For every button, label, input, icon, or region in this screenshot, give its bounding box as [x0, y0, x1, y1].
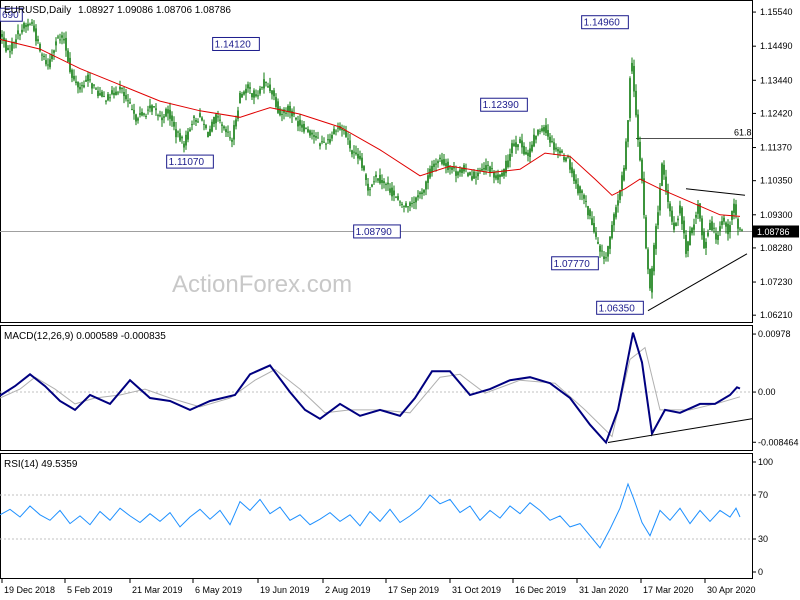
- swing-label-box: [480, 97, 528, 112]
- fib-618-label: 61.8: [734, 127, 752, 137]
- date-axis-label: 6 May 2019: [195, 585, 242, 595]
- date-axis-label: 31 Oct 2019: [452, 585, 501, 595]
- swing-label: 1.14120: [215, 39, 252, 50]
- price-axis-label: 1.13440: [760, 75, 793, 85]
- date-axis-label: 5 Feb 2019: [67, 585, 113, 595]
- swing-label: 1.14960: [584, 18, 621, 29]
- swing-label: 1.07770: [554, 259, 591, 270]
- price-axis-label: 1.11370: [760, 143, 792, 153]
- rsi-axis-label: 70: [758, 490, 768, 500]
- axis-layer: 1.15540 1.14490 1.13440 1.12420 1.11370 1.103…: [1, 7, 799, 595]
- rsi-line: [0, 482, 741, 549]
- swing-label-box: [596, 300, 644, 315]
- date-axis-label: 17 Sep 2019: [388, 585, 439, 595]
- price-panel-frame: [0, 0, 753, 323]
- price-axis-label: 1.14490: [760, 41, 793, 51]
- swing-label-box: [551, 256, 599, 271]
- date-axis-label: 31 Jan 2020: [579, 585, 629, 595]
- symbol-title: EURUSD,Daily: [4, 5, 71, 16]
- last-price-tag: [753, 225, 799, 238]
- macd-axis-label: -0.008464: [758, 437, 799, 447]
- triangle-trendline-2: [647, 253, 748, 312]
- rsi-panel-title: RSI(14) 49.5359: [4, 459, 78, 470]
- watermark: ActionForex.com: [172, 271, 352, 298]
- swing-label: 1.11070: [169, 157, 205, 168]
- date-axis-label: 21 Mar 2019: [132, 585, 183, 595]
- rsi-axis-label: 30: [758, 534, 768, 544]
- macd-panel-title: MACD(12,26,9) 0.000589 -0.000835: [4, 331, 166, 342]
- price-axis-label: 1.07230: [760, 277, 793, 287]
- price-axis-label: 1.09300: [760, 210, 793, 220]
- rsi-axis-label: 100: [758, 457, 773, 467]
- last-price-tag-label: 1.08786: [757, 227, 790, 237]
- date-axis-label: 19 Dec 2018: [4, 585, 55, 595]
- ohlc-values: 1.08927 1.09086 1.08706 1.08786: [78, 5, 231, 16]
- swing-label: 1.08790: [356, 227, 393, 238]
- date-axis-label: 30 Apr 2020: [707, 585, 756, 595]
- price-layer: 61.8 690 1.14120 1.11070 1.08790 1.12390 1.149…: [0, 7, 752, 315]
- macd-main-line: [0, 332, 741, 445]
- price-axis-label: 1.10350: [760, 176, 793, 186]
- swing-label: 1.12390: [483, 100, 520, 111]
- price-axis-label: 1.15540: [760, 7, 793, 17]
- date-axis-label: 16 Dec 2019: [515, 585, 566, 595]
- date-axis-label: 2 Aug 2019: [325, 585, 371, 595]
- rsi-panel-frame: [0, 453, 753, 579]
- date-axis-label: 17 Mar 2020: [643, 585, 694, 595]
- rsi-layer: [0, 482, 752, 549]
- swing-label-box: [0, 7, 23, 22]
- price-axis-label: 1.06210: [760, 310, 793, 320]
- swing-label: 1.06350: [599, 303, 636, 314]
- swing-label-box: [212, 36, 260, 51]
- swing-label-box: [581, 15, 629, 30]
- price-axis-label: 1.08280: [760, 243, 793, 253]
- date-axis-label: 19 Jun 2019: [260, 585, 310, 595]
- macd-axis-label: 0.00: [758, 387, 776, 397]
- moving-average-line: [0, 38, 741, 217]
- swing-label-box: [353, 224, 401, 239]
- price-axis-label: 1.12420: [760, 108, 793, 118]
- macd-panel-frame: [0, 325, 753, 451]
- swing-label-box: [166, 154, 214, 169]
- rsi-axis-label: 0: [758, 567, 763, 577]
- triangle-trendline-1: [685, 188, 746, 196]
- price-panel-title: EURUSD,Daily 1.08927 1.09086 1.08706 1.0…: [4, 5, 231, 16]
- macd-axis-label: 0.00978: [758, 329, 791, 339]
- swing-label: 690: [2, 10, 19, 21]
- macd-layer: [0, 332, 753, 445]
- macd-trendline: [607, 418, 753, 443]
